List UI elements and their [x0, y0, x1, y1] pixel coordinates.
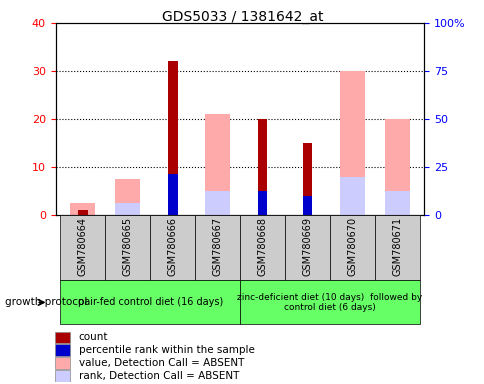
Bar: [205, 114, 229, 215]
Text: GSM780665: GSM780665: [122, 217, 133, 276]
Bar: [150, 215, 195, 280]
Bar: [55, 371, 70, 382]
Bar: [115, 179, 140, 215]
Text: growth protocol: growth protocol: [5, 297, 87, 308]
Bar: [195, 215, 240, 280]
Text: count: count: [78, 332, 108, 342]
Bar: [302, 196, 312, 215]
Bar: [60, 215, 105, 280]
Text: GSM780667: GSM780667: [212, 217, 222, 276]
Bar: [257, 119, 267, 215]
Bar: [384, 191, 409, 215]
Text: GSM780671: GSM780671: [392, 217, 402, 276]
Bar: [339, 177, 364, 215]
Bar: [77, 210, 88, 215]
Bar: [55, 344, 70, 356]
Text: GSM780666: GSM780666: [167, 217, 177, 276]
Bar: [302, 143, 312, 215]
Text: GSM780669: GSM780669: [302, 217, 312, 276]
Bar: [329, 215, 374, 280]
Bar: [240, 215, 285, 280]
Text: GSM780664: GSM780664: [77, 217, 88, 276]
Bar: [384, 119, 409, 215]
Text: GSM780668: GSM780668: [257, 217, 267, 276]
Bar: [374, 215, 419, 280]
Text: value, Detection Call = ABSENT: value, Detection Call = ABSENT: [78, 358, 243, 367]
Bar: [60, 280, 240, 324]
Bar: [55, 358, 70, 369]
Bar: [167, 61, 177, 215]
Bar: [167, 174, 177, 215]
Text: GDS5033 / 1381642_at: GDS5033 / 1381642_at: [162, 10, 322, 23]
Bar: [55, 331, 70, 343]
Text: pair-fed control diet (16 days): pair-fed control diet (16 days): [77, 297, 222, 308]
Bar: [70, 203, 95, 215]
Bar: [240, 280, 419, 324]
Text: percentile rank within the sample: percentile rank within the sample: [78, 345, 254, 355]
Bar: [115, 203, 140, 215]
Bar: [339, 71, 364, 215]
Bar: [285, 215, 329, 280]
Bar: [105, 215, 150, 280]
Text: zinc-deficient diet (10 days)  followed by
control diet (6 days): zinc-deficient diet (10 days) followed b…: [237, 293, 422, 312]
Text: GSM780670: GSM780670: [347, 217, 357, 276]
Bar: [205, 191, 229, 215]
Bar: [257, 191, 267, 215]
Text: rank, Detection Call = ABSENT: rank, Detection Call = ABSENT: [78, 371, 239, 381]
